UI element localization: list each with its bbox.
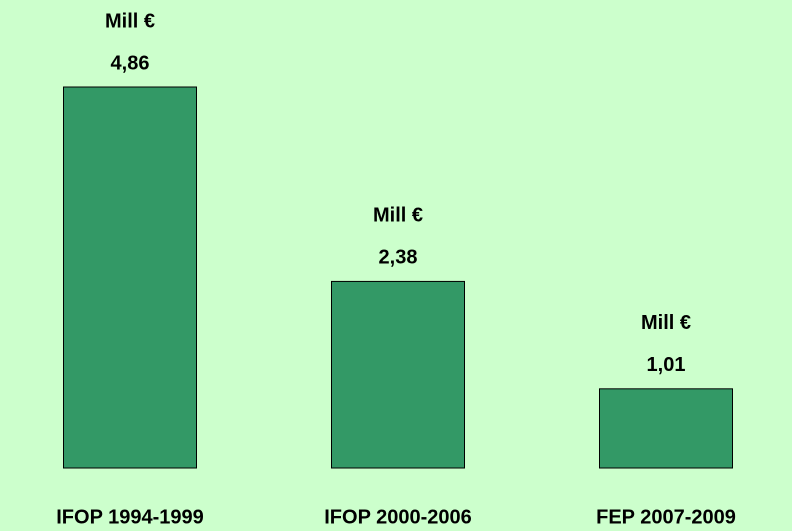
unit-label: Mill € xyxy=(105,10,155,32)
x-tick-label: FEP 2007-2009 xyxy=(596,506,736,528)
unit-label: Mill € xyxy=(641,312,691,334)
bar xyxy=(331,280,465,469)
x-tick-label: IFOP 2000-2006 xyxy=(324,506,472,528)
x-tick-label: IFOP 1994-1999 xyxy=(56,506,204,528)
value-label: 4,86 xyxy=(111,52,150,74)
value-label: 1,01 xyxy=(647,354,686,376)
unit-label: Mill € xyxy=(373,205,423,227)
bar xyxy=(599,388,733,469)
bar xyxy=(63,86,197,469)
value-label: 2,38 xyxy=(379,247,418,269)
